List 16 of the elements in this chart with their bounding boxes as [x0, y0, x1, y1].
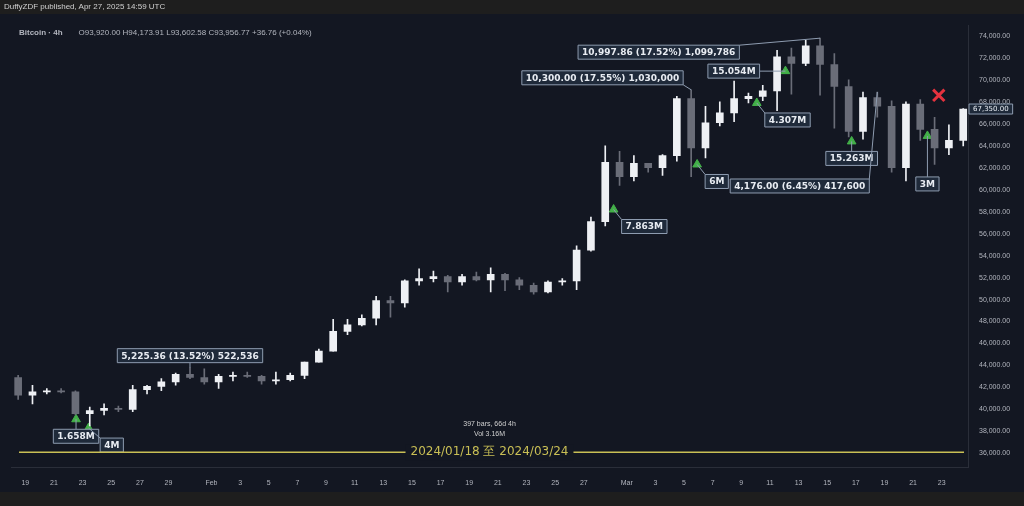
annotation: 7.863M [625, 221, 664, 232]
chart-subtitle: O93,920.00 H94,173.91 L93,602.58 C93,956.77 +36.76 (+0.04%) [78, 28, 312, 38]
annotation: 15.054M [711, 65, 756, 76]
chart-title: Bitcoin · 4h [19, 28, 63, 38]
annotation: 4.307M [768, 114, 807, 125]
text: DuffyZDF published, Apr 27, 2025 14:59 UTC [3, 1, 167, 13]
annotation: 1.658M [57, 431, 95, 442]
annotation: 6M [709, 176, 725, 187]
annotation: 10,997.86 (17.52%) 1,099,786 [582, 47, 736, 58]
ref-line-label: 2024/01/18 至 2024/03/24 [410, 444, 569, 459]
annotation: 3M [919, 178, 936, 189]
annotation: 15.263M [829, 153, 874, 164]
annotation: 5,225.36 (13.52%) 522,536 [121, 350, 259, 361]
annotation: 4M [104, 439, 120, 450]
annotation: 4,176.00 (6.45%) 417,600 [734, 180, 866, 191]
annotation: 10,300.00 (17.55%) 1,030,000 [525, 72, 680, 83]
